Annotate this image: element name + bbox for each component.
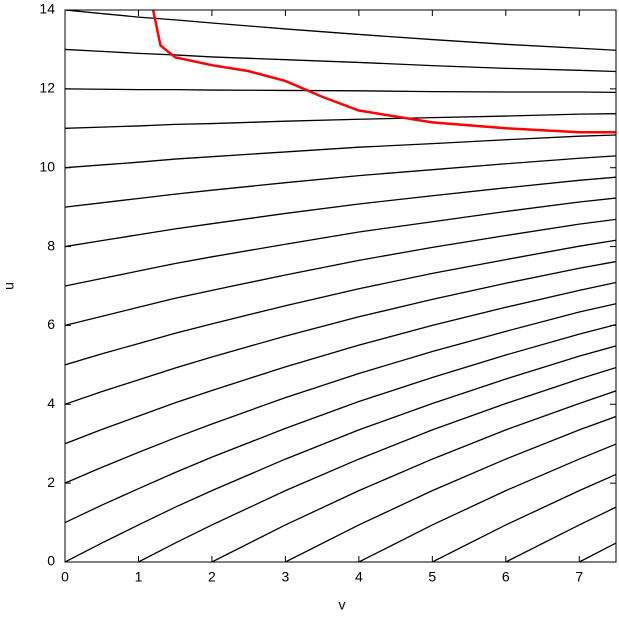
x-tick-label: 4: [355, 569, 363, 585]
x-tick-label: 5: [428, 569, 436, 585]
curve: [578, 542, 616, 562]
curve: [65, 260, 616, 405]
curve: [65, 88, 616, 94]
curve: [358, 443, 616, 562]
x-tick-label: 6: [502, 569, 510, 585]
x-tick-label: 1: [135, 569, 143, 585]
curve: [432, 473, 616, 562]
y-tick-label: 2: [47, 474, 55, 490]
curve: [211, 390, 616, 562]
curve: [65, 239, 616, 366]
curve: [65, 134, 616, 169]
curve: [65, 281, 616, 445]
curve: [505, 506, 616, 562]
curve: [65, 303, 616, 484]
x-tick-label: 2: [208, 569, 216, 585]
y-tick-label: 14: [39, 1, 55, 17]
curve: [65, 218, 616, 327]
x-tick-label: 3: [282, 569, 290, 585]
y-tick-label: 0: [47, 553, 55, 569]
curve: [65, 48, 616, 73]
x-tick-label: 7: [575, 569, 583, 585]
curve: [65, 176, 616, 248]
y-tick-label: 10: [39, 158, 55, 174]
y-tick-label: 6: [47, 316, 55, 332]
curve: [285, 415, 616, 562]
y-tick-label: 8: [47, 237, 55, 253]
curve: [65, 345, 616, 562]
x-tick-label: 0: [61, 569, 69, 585]
curve: [65, 197, 616, 287]
y-tick-label: 4: [47, 395, 55, 411]
y-axis-label: u: [1, 282, 17, 290]
curve: [65, 10, 616, 51]
plot-frame: [64, 9, 617, 563]
highlight-curve: [151, 10, 616, 134]
curve: [65, 324, 616, 524]
curve: [65, 113, 616, 129]
x-axis-label: v: [339, 597, 346, 613]
y-tick-label: 12: [39, 80, 55, 96]
curve: [138, 366, 616, 562]
curve: [65, 155, 616, 208]
